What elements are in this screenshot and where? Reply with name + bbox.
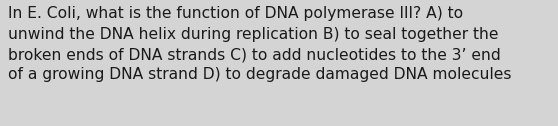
Text: In E. Coli, what is the function of DNA polymerase III? A) to
unwind the DNA hel: In E. Coli, what is the function of DNA … — [8, 6, 511, 83]
